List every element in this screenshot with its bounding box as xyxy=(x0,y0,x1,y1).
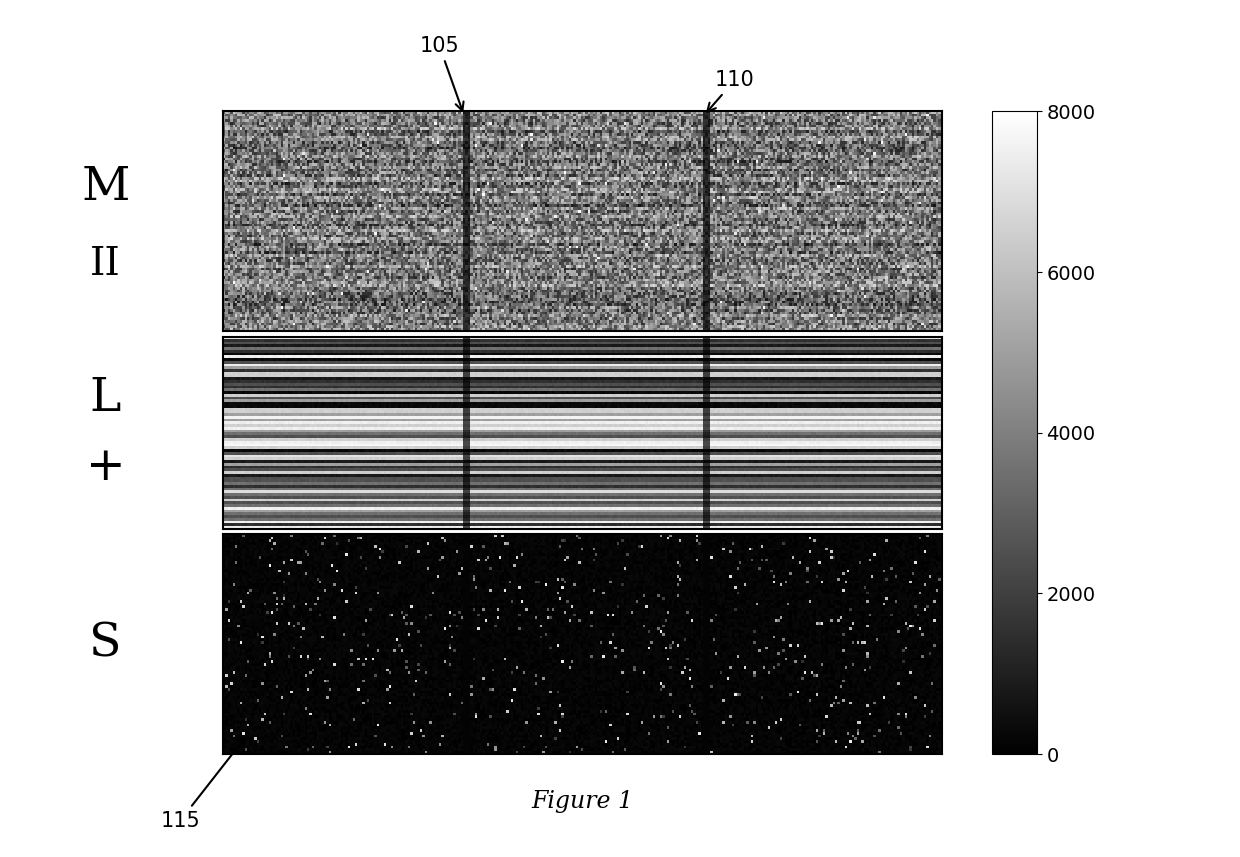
Text: L: L xyxy=(89,376,122,421)
Text: 105: 105 xyxy=(419,36,464,111)
Text: II: II xyxy=(91,246,120,283)
Text: M: M xyxy=(81,165,130,210)
Text: 115: 115 xyxy=(160,738,246,830)
Text: +: + xyxy=(86,445,125,489)
Text: S: S xyxy=(89,621,122,667)
Text: Figure 1: Figure 1 xyxy=(532,790,634,812)
Text: 110: 110 xyxy=(707,70,755,111)
